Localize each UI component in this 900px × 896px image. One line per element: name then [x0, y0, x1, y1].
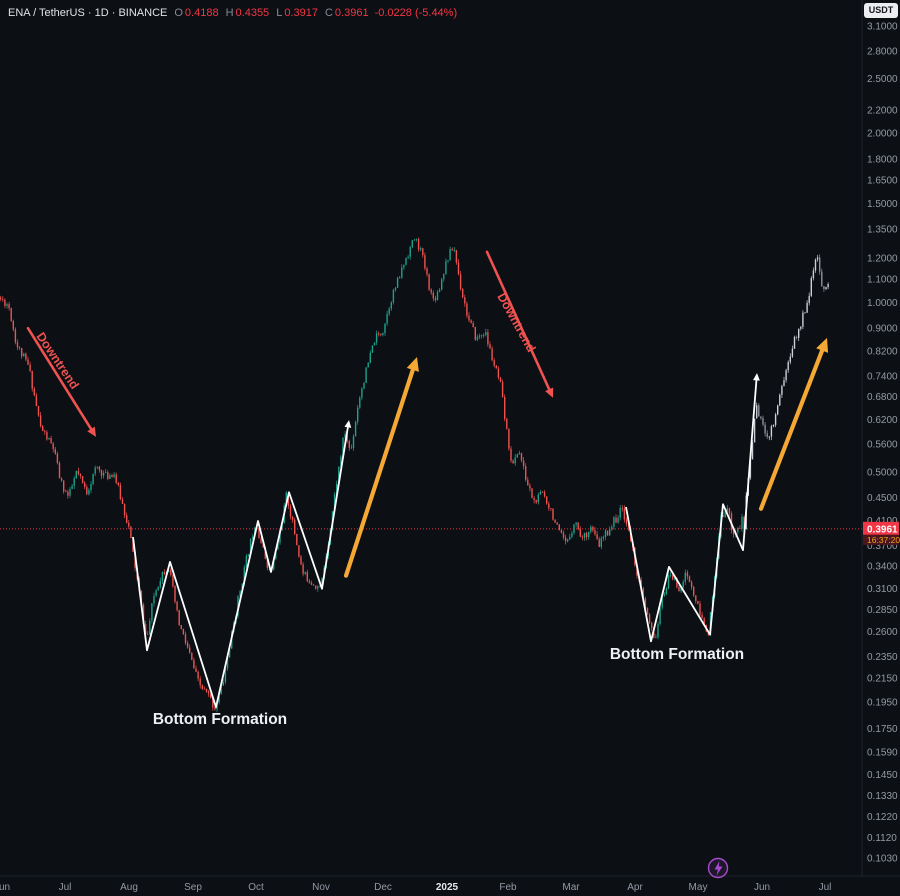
price-axis-label: 0.2600 — [867, 627, 898, 638]
price-axis-label: 0.4500 — [867, 493, 898, 504]
price-axis-label: 0.1330 — [867, 791, 898, 802]
downtrend-label: Downtrend — [494, 291, 538, 355]
open-label: O — [174, 7, 183, 19]
price-axis-label: 2.2000 — [867, 105, 898, 116]
time-axis-label: Apr — [627, 882, 643, 893]
open-value: 0.4188 — [184, 7, 219, 19]
current-price-label: 0.3961 — [867, 524, 898, 535]
quick-trade-button[interactable] — [707, 857, 729, 879]
price-axis[interactable]: 3.1000 2.8000 2.5000 2.2000 2.0000 1.8000 1.65… — [861, 0, 898, 876]
price-axis-label: 1.8000 — [867, 154, 898, 165]
high-value: 0.4355 — [235, 7, 270, 19]
price-axis-label: 0.8200 — [867, 346, 898, 357]
change-value: -0.0228 (-5.44%) — [374, 7, 458, 19]
price-axis-label: 0.5600 — [867, 440, 898, 451]
close-label: C — [324, 7, 333, 19]
time-axis-label: Jun — [754, 882, 770, 893]
downtrend-label: Downtrend — [34, 330, 82, 392]
price-axis-label: 0.2850 — [867, 605, 898, 616]
price-axis-label: 1.0000 — [867, 298, 898, 309]
price-axis-label: 1.5000 — [867, 199, 898, 210]
bottom-formation-label: Bottom Formation — [153, 711, 287, 728]
time-axis-label: Dec — [374, 882, 392, 893]
bottom-formation-zigzag — [625, 503, 744, 643]
time-axis-label: Mar — [562, 882, 580, 893]
close-value: 0.3961 — [334, 7, 369, 19]
time-axis-label: Jul — [819, 882, 832, 893]
price-axis-label: 0.3100 — [867, 584, 898, 595]
price-axis-label: 0.1030 — [867, 854, 898, 865]
price-axis-label: 0.9000 — [867, 324, 898, 335]
price-axis-label: 0.3400 — [867, 562, 898, 573]
price-axis-label: 0.1950 — [867, 698, 898, 709]
price-axis-label: 0.1220 — [867, 812, 898, 823]
high-label: H — [225, 7, 234, 19]
price-axis-label: 0.6200 — [867, 415, 898, 426]
symbol-title[interactable]: ENA / TetherUS · 1D · BINANCE — [8, 7, 168, 19]
currency-toggle-button[interactable]: USDT — [864, 3, 898, 18]
time-axis-label: Jun — [0, 882, 10, 893]
price-axis-label: 0.2150 — [867, 674, 898, 685]
price-axis-label: 0.1750 — [867, 724, 898, 735]
price-axis-label: 0.1450 — [867, 770, 898, 781]
price-axis-label: 2.0000 — [867, 129, 898, 140]
time-axis-label: Oct — [248, 882, 264, 893]
price-axis-label: 1.2000 — [867, 253, 898, 264]
price-axis-label: 0.4100 — [867, 516, 898, 527]
price-axis-label: 2.5000 — [867, 74, 898, 85]
price-axis-label: 0.5000 — [867, 467, 898, 478]
lightning-bolt-glyph — [714, 861, 723, 876]
price-axis-label: 0.1590 — [867, 747, 898, 758]
time-axis-label: May — [689, 882, 708, 893]
price-axis-label: 3.1000 — [867, 21, 898, 32]
bottom-formation-zigzag — [132, 491, 323, 708]
price-axis-label: 1.1000 — [867, 275, 898, 286]
low-value: 0.3917 — [284, 7, 318, 19]
price-axis-label: 0.2350 — [867, 652, 898, 663]
price-axis-label: 0.3700 — [867, 541, 898, 552]
candle-countdown: 16:37:20 — [867, 535, 900, 545]
price-axis-label: 2.8000 — [867, 46, 898, 57]
price-axis-label: 0.1120 — [867, 833, 897, 844]
time-axis-label: Sep — [184, 882, 202, 893]
time-axis[interactable]: Jun Jul Aug Sep Oct Nov Dec 2025 Feb Mar Apr May Jun… — [0, 875, 900, 893]
time-axis-label: Aug — [120, 882, 138, 893]
time-axis-label: Nov — [312, 882, 330, 893]
time-axis-label: Feb — [499, 882, 517, 893]
price-axis-label: 1.3500 — [867, 225, 898, 236]
time-axis-label: 2025 — [436, 882, 459, 893]
bottom-formation-label: Bottom Formation — [610, 646, 744, 663]
low-label: L — [276, 7, 283, 19]
price-axis-label: 0.6800 — [867, 392, 898, 403]
price-axis-label: 0.7400 — [867, 372, 898, 383]
candlestick-series — [0, 237, 829, 713]
time-axis-label: Jul — [59, 882, 72, 893]
price-axis-label: 1.6500 — [867, 176, 898, 187]
chart-drawings[interactable]: Downtrend Downtrend Bottom Formation Bottom… — [26, 250, 829, 728]
